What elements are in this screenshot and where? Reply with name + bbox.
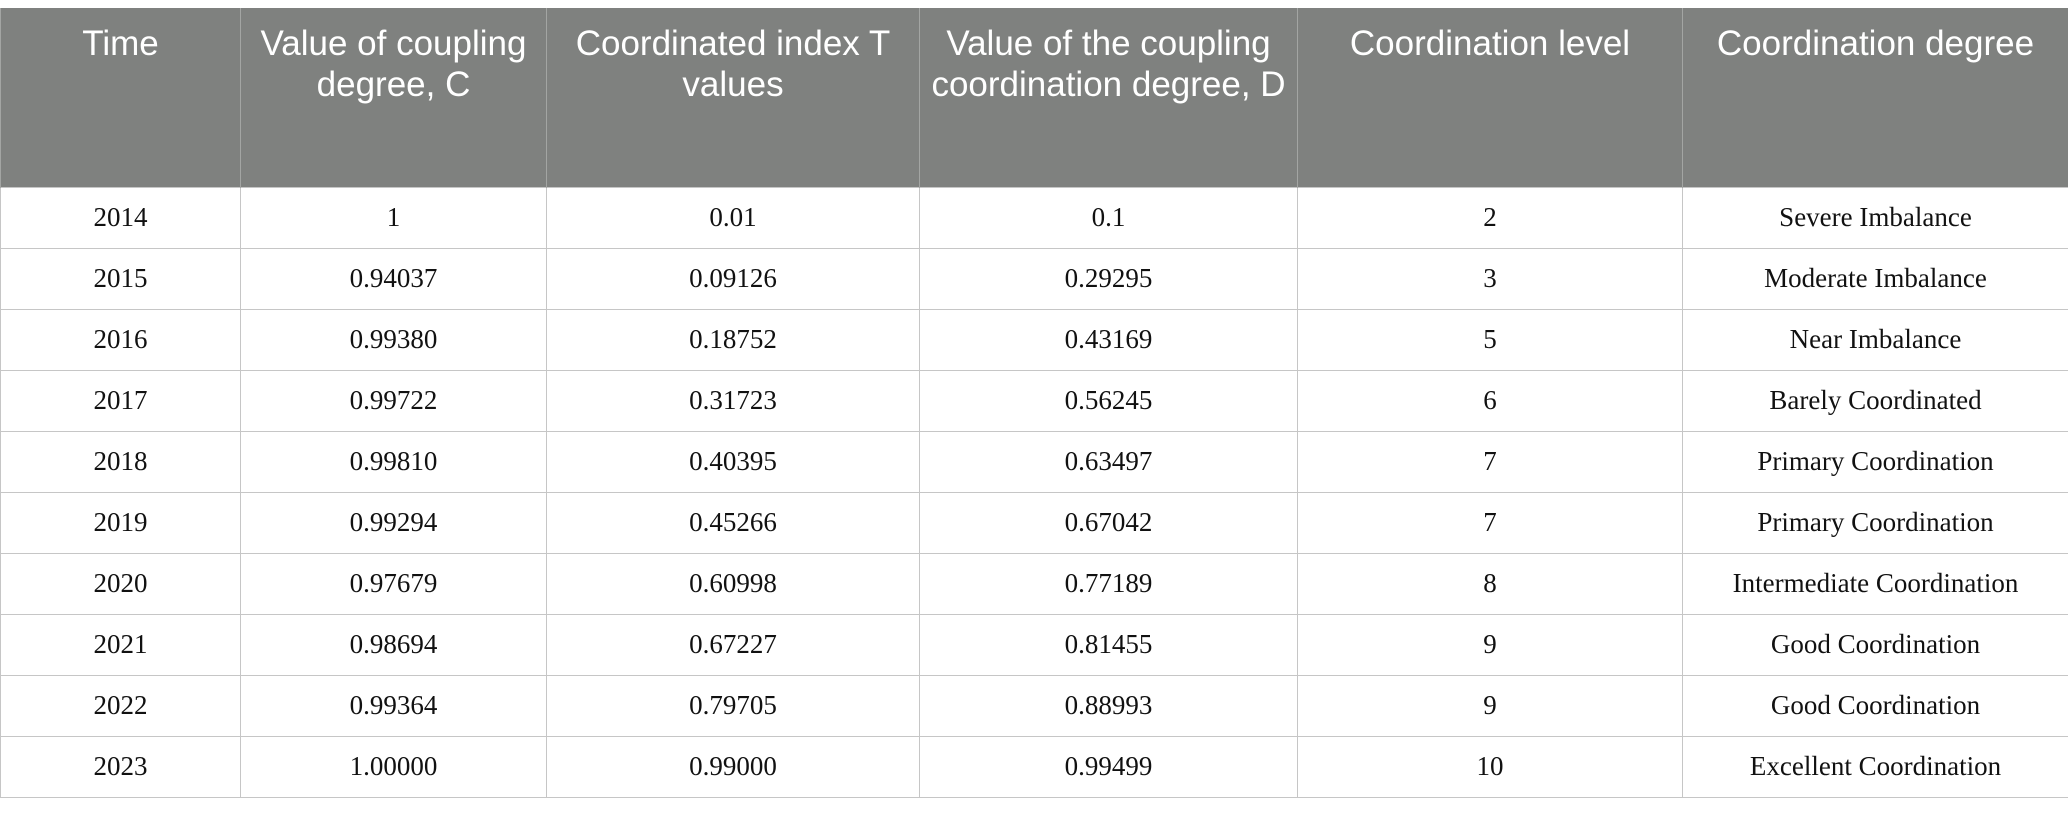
cell-coordinated-index: 0.45266: [546, 491, 920, 554]
cell-coupling-degree: 0.99380: [240, 308, 547, 371]
cell-coordination-degree: Good Coordination: [1682, 613, 2068, 676]
cell-coordination-degree: Severe Imbalance: [1682, 186, 2068, 249]
cell-coupling-degree: 0.99722: [240, 369, 547, 432]
cell-coupling-degree: 0.99364: [240, 674, 547, 737]
cell-time: 2023: [0, 735, 241, 798]
cell-coordination-level: 2: [1297, 186, 1683, 249]
cell-coordinated-index: 0.18752: [546, 308, 920, 371]
cell-time: 2021: [0, 613, 241, 676]
cell-coordination-level: 8: [1297, 552, 1683, 615]
cell-coordination-level: 3: [1297, 247, 1683, 310]
cell-coordinated-index: 0.67227: [546, 613, 920, 676]
table-row: 2017 0.99722 0.31723 0.56245 6 Barely Co…: [0, 369, 2068, 432]
table-row: 2023 1.00000 0.99000 0.99499 10 Excellen…: [0, 735, 2068, 798]
cell-coordination-degree: Primary Coordination: [1682, 491, 2068, 554]
cell-time: 2020: [0, 552, 241, 615]
cell-coupling-coordination-degree: 0.81455: [919, 613, 1298, 676]
cell-coupling-degree: 1.00000: [240, 735, 547, 798]
header-row: Time Value of coupling degree, C Coordin…: [0, 8, 2068, 187]
table-row: 2022 0.99364 0.79705 0.88993 9 Good Coor…: [0, 674, 2068, 737]
cell-coordination-degree: Near Imbalance: [1682, 308, 2068, 371]
table-row: 2014 1 0.01 0.1 2 Severe Imbalance: [0, 186, 2068, 249]
cell-coupling-coordination-degree: 0.88993: [919, 674, 1298, 737]
table-row: 2018 0.99810 0.40395 0.63497 7 Primary C…: [0, 430, 2068, 493]
coupling-coordination-table: Time Value of coupling degree, C Coordin…: [0, 8, 2068, 798]
cell-coordinated-index: 0.79705: [546, 674, 920, 737]
cell-coupling-coordination-degree: 0.77189: [919, 552, 1298, 615]
cell-coordination-level: 9: [1297, 674, 1683, 737]
cell-coordination-level: 5: [1297, 308, 1683, 371]
cell-coordinated-index: 0.09126: [546, 247, 920, 310]
cell-coupling-coordination-degree: 0.43169: [919, 308, 1298, 371]
cell-coordinated-index: 0.99000: [546, 735, 920, 798]
table-row: 2021 0.98694 0.67227 0.81455 9 Good Coor…: [0, 613, 2068, 676]
cell-coordination-degree: Intermediate Coordination: [1682, 552, 2068, 615]
table-row: 2019 0.99294 0.45266 0.67042 7 Primary C…: [0, 491, 2068, 554]
cell-coordination-degree: Primary Coordination: [1682, 430, 2068, 493]
header-coordinated-index: Coordinated index T values: [546, 8, 920, 187]
header-coupling-degree: Value of coupling degree, C: [240, 8, 547, 187]
table-row: 2015 0.94037 0.09126 0.29295 3 Moderate …: [0, 247, 2068, 310]
header-coordination-level: Coordination level: [1297, 8, 1683, 187]
cell-coupling-degree: 0.99294: [240, 491, 547, 554]
cell-coupling-degree: 0.98694: [240, 613, 547, 676]
cell-coordination-level: 7: [1297, 491, 1683, 554]
cell-time: 2018: [0, 430, 241, 493]
cell-coupling-coordination-degree: 0.29295: [919, 247, 1298, 310]
cell-coupling-coordination-degree: 0.1: [919, 186, 1298, 249]
cell-coordination-degree: Good Coordination: [1682, 674, 2068, 737]
header-time: Time: [0, 8, 241, 187]
cell-coupling-coordination-degree: 0.56245: [919, 369, 1298, 432]
cell-coupling-degree: 0.99810: [240, 430, 547, 493]
cell-time: 2019: [0, 491, 241, 554]
table-row: 2016 0.99380 0.18752 0.43169 5 Near Imba…: [0, 308, 2068, 371]
cell-time: 2017: [0, 369, 241, 432]
cell-coupling-coordination-degree: 0.67042: [919, 491, 1298, 554]
cell-coordination-level: 9: [1297, 613, 1683, 676]
cell-coupling-coordination-degree: 0.63497: [919, 430, 1298, 493]
cell-time: 2015: [0, 247, 241, 310]
cell-coupling-degree: 1: [240, 186, 547, 249]
cell-coordination-degree: Excellent Coordination: [1682, 735, 2068, 798]
cell-time: 2014: [0, 186, 241, 249]
cell-coupling-degree: 0.94037: [240, 247, 547, 310]
cell-coordinated-index: 0.60998: [546, 552, 920, 615]
cell-coordinated-index: 0.01: [546, 186, 920, 249]
cell-coordination-level: 6: [1297, 369, 1683, 432]
header-coordination-degree: Coordination degree: [1682, 8, 2068, 187]
cell-coordinated-index: 0.31723: [546, 369, 920, 432]
cell-coordination-degree: Moderate Imbalance: [1682, 247, 2068, 310]
cell-coordination-level: 7: [1297, 430, 1683, 493]
table-row: 2020 0.97679 0.60998 0.77189 8 Intermedi…: [0, 552, 2068, 615]
cell-coordination-level: 10: [1297, 735, 1683, 798]
table-container: Time Value of coupling degree, C Coordin…: [0, 8, 2068, 798]
cell-coordinated-index: 0.40395: [546, 430, 920, 493]
cell-coupling-coordination-degree: 0.99499: [919, 735, 1298, 798]
header-coupling-coordination-degree: Value of the coupling coordination degre…: [919, 8, 1298, 187]
cell-coordination-degree: Barely Coordinated: [1682, 369, 2068, 432]
cell-coupling-degree: 0.97679: [240, 552, 547, 615]
cell-time: 2016: [0, 308, 241, 371]
cell-time: 2022: [0, 674, 241, 737]
